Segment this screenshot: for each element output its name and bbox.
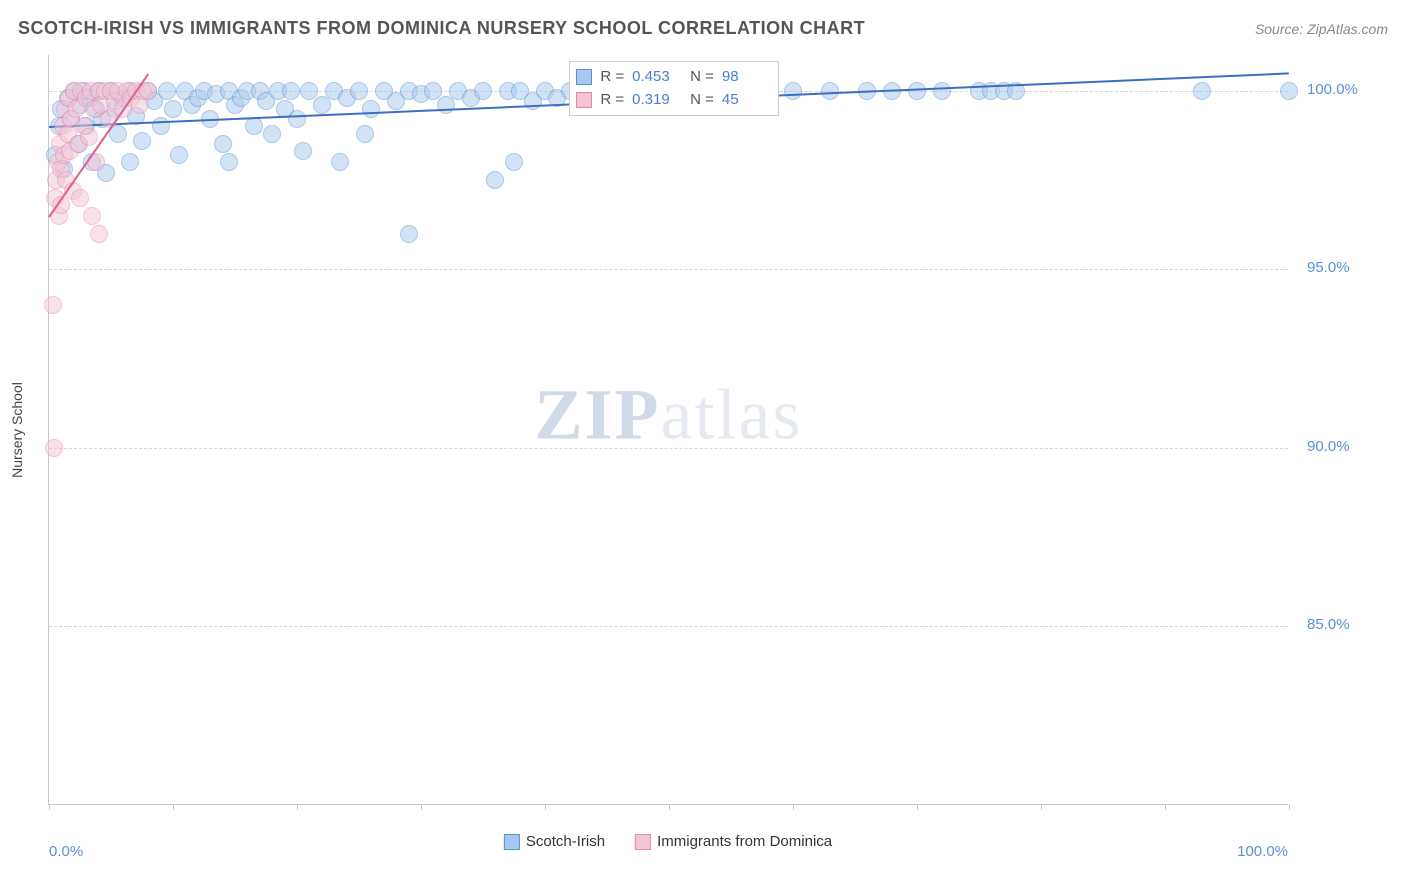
x-tick-mark	[669, 804, 670, 810]
data-point	[356, 125, 374, 143]
data-point	[821, 82, 839, 100]
x-tick-mark	[421, 804, 422, 810]
x-tick-mark	[917, 804, 918, 810]
x-tick-mark	[1289, 804, 1290, 810]
data-point	[474, 82, 492, 100]
data-point	[220, 153, 238, 171]
y-axis-label: Nursery School	[9, 382, 25, 478]
r-label: R =	[600, 66, 624, 89]
x-tick-label: 0.0%	[49, 843, 83, 860]
stats-row: R = 0.319 N = 45	[576, 89, 772, 112]
data-point	[44, 296, 62, 314]
x-tick-mark	[793, 804, 794, 810]
n-value: 45	[722, 89, 772, 112]
data-point	[214, 135, 232, 153]
data-point	[164, 100, 182, 118]
data-point	[362, 100, 380, 118]
data-point	[505, 153, 523, 171]
stats-row: R = 0.453 N = 98	[576, 66, 772, 89]
x-tick-mark	[545, 804, 546, 810]
chart-title: SCOTCH-IRISH VS IMMIGRANTS FROM DOMINICA…	[18, 18, 865, 39]
data-point	[486, 171, 504, 189]
stats-box: R = 0.453 N = 98 R = 0.319 N = 45	[569, 61, 779, 116]
data-point	[245, 117, 263, 135]
data-point	[288, 110, 306, 128]
data-point	[158, 82, 176, 100]
x-tick-mark	[1165, 804, 1166, 810]
grid-line-h	[49, 626, 1288, 627]
data-point	[1193, 82, 1211, 100]
legend-label: Scotch-Irish	[526, 833, 605, 850]
n-label: N =	[690, 66, 714, 89]
x-tick-mark	[49, 804, 50, 810]
data-point	[263, 125, 281, 143]
y-tick-label: 95.0%	[1307, 259, 1350, 276]
y-tick-label: 100.0%	[1307, 81, 1358, 98]
data-point	[71, 189, 89, 207]
chart-source: Source: ZipAtlas.com	[1255, 21, 1388, 37]
legend: Scotch-Irish Immigrants from Dominica	[504, 833, 832, 850]
x-tick-label: 100.0%	[1237, 843, 1288, 860]
data-point	[933, 82, 951, 100]
data-point	[133, 132, 151, 150]
data-point	[784, 82, 802, 100]
x-tick-mark	[173, 804, 174, 810]
data-point	[282, 82, 300, 100]
plot-area: Nursery School ZIPatlas 85.0%90.0%95.0%1…	[48, 55, 1288, 805]
grid-line-h	[49, 269, 1288, 270]
watermark: ZIPatlas	[535, 373, 803, 456]
series-swatch	[576, 92, 592, 108]
data-point	[313, 96, 331, 114]
x-tick-mark	[297, 804, 298, 810]
data-point	[45, 439, 63, 457]
r-value: 0.319	[632, 89, 682, 112]
chart-header: SCOTCH-IRISH VS IMMIGRANTS FROM DOMINICA…	[18, 18, 1388, 39]
series-swatch	[576, 69, 592, 85]
n-label: N =	[690, 89, 714, 112]
n-value: 98	[722, 66, 772, 89]
data-point	[350, 82, 368, 100]
plot-container: Nursery School ZIPatlas 85.0%90.0%95.0%1…	[48, 55, 1288, 805]
legend-item: Immigrants from Dominica	[635, 833, 832, 850]
legend-swatch	[635, 834, 651, 850]
data-point	[121, 153, 139, 171]
grid-line-h	[49, 448, 1288, 449]
data-point	[1280, 82, 1298, 100]
data-point	[90, 225, 108, 243]
y-tick-label: 85.0%	[1307, 616, 1350, 633]
data-point	[170, 146, 188, 164]
y-tick-label: 90.0%	[1307, 438, 1350, 455]
x-tick-mark	[1041, 804, 1042, 810]
data-point	[83, 207, 101, 225]
data-point	[400, 225, 418, 243]
r-label: R =	[600, 89, 624, 112]
r-value: 0.453	[632, 66, 682, 89]
legend-label: Immigrants from Dominica	[657, 833, 832, 850]
data-point	[331, 153, 349, 171]
legend-item: Scotch-Irish	[504, 833, 605, 850]
data-point	[294, 142, 312, 160]
data-point	[437, 96, 455, 114]
data-point	[80, 128, 98, 146]
legend-swatch	[504, 834, 520, 850]
